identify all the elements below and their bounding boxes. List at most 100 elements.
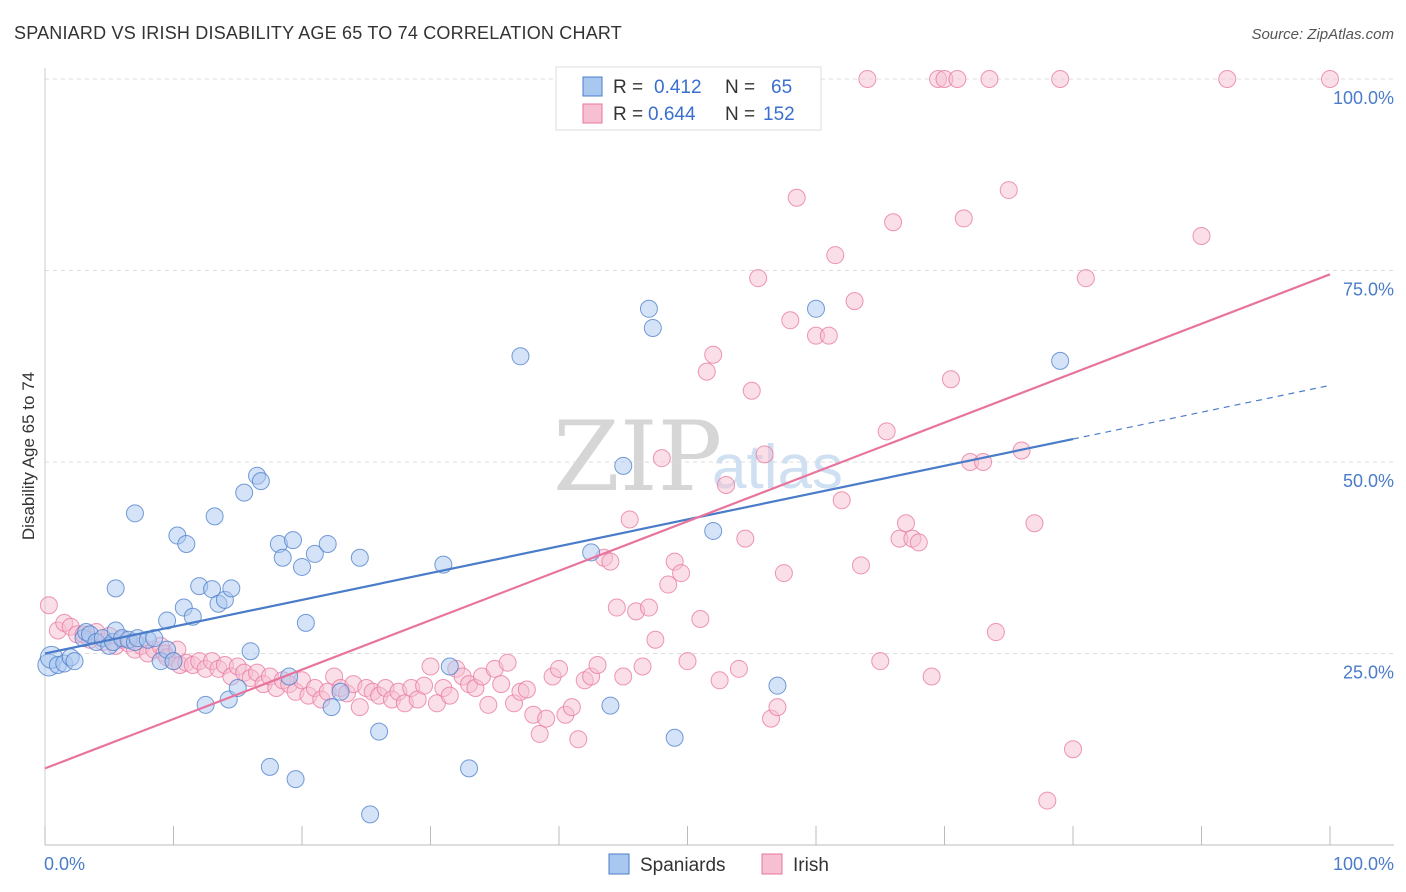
irish-point-122 xyxy=(845,292,864,311)
spaniards-point-57 xyxy=(370,722,389,741)
spaniards-trend-line xyxy=(44,437,1074,655)
spaniards-point-47 xyxy=(284,531,303,550)
irish-point-103 xyxy=(697,362,716,381)
irish-point-89 xyxy=(601,552,620,571)
irish-point-0 xyxy=(39,596,58,615)
irish-point-100 xyxy=(672,564,691,583)
series-irish-points xyxy=(39,70,1339,810)
irish-point-101 xyxy=(678,652,697,671)
x-tick-label-min: 0.0% xyxy=(44,854,85,874)
legend-n-value-2: 152 xyxy=(763,104,795,125)
legend-r-value-1: 0.412 xyxy=(654,77,702,98)
irish-point-147 xyxy=(1064,740,1082,759)
spaniards-point-42 xyxy=(251,472,270,491)
bottom-legend-spaniards: Spaniards xyxy=(640,855,726,876)
top-legend: R = 0.412 N = 65 R = 0.644 N = 152 xyxy=(555,66,822,131)
irish-point-94 xyxy=(633,657,652,676)
irish-point-123 xyxy=(851,556,870,575)
spaniards-point-59 xyxy=(440,657,459,676)
irish-point-79 xyxy=(537,709,556,728)
spaniards-point-50 xyxy=(296,613,315,632)
spaniards-point-54 xyxy=(331,682,350,701)
irish-point-149 xyxy=(1192,227,1211,246)
legend-swatch-irish xyxy=(582,103,603,124)
irish-point-110 xyxy=(749,269,768,288)
irish-point-70 xyxy=(479,695,498,714)
spaniards-point-52 xyxy=(318,534,337,553)
spaniards-point-66 xyxy=(643,318,662,337)
axes xyxy=(44,68,1394,846)
irish-point-109 xyxy=(742,381,761,400)
irish-point-108 xyxy=(736,529,755,548)
spaniards-point-49 xyxy=(293,557,311,576)
y-tick-label-75: 75.0% xyxy=(1343,280,1394,300)
irish-point-151 xyxy=(1321,70,1339,88)
irish-point-78 xyxy=(530,724,549,743)
spaniards-point-53 xyxy=(322,698,341,717)
chart-source: Source: ZipAtlas.com xyxy=(1251,26,1394,43)
irish-point-107 xyxy=(729,659,748,678)
spaniards-point-28 xyxy=(177,534,196,553)
spaniards-point-56 xyxy=(361,805,380,824)
irish-point-140 xyxy=(980,70,999,88)
irish-point-87 xyxy=(588,655,607,674)
y-axis-label: Disability Age 65 to 74 xyxy=(19,372,38,540)
bottom-legend-swatch-irish xyxy=(761,853,783,875)
spaniards-point-55 xyxy=(350,548,369,567)
irish-point-115 xyxy=(781,311,800,330)
y-tick-label-50: 50.0% xyxy=(1343,471,1394,491)
irish-point-50 xyxy=(350,698,369,717)
irish-point-97 xyxy=(652,449,671,468)
irish-point-137 xyxy=(954,209,973,228)
spaniards-point-5 xyxy=(65,652,84,671)
irish-point-81 xyxy=(550,659,568,678)
legend-r-value-2: 0.644 xyxy=(648,104,696,125)
series-spaniards-points xyxy=(37,299,1070,824)
spaniards-point-18 xyxy=(106,579,125,598)
irish-point-131 xyxy=(909,533,928,552)
spaniards-point-48 xyxy=(286,770,305,789)
spaniards-point-43 xyxy=(260,757,279,776)
irish-point-150 xyxy=(1218,70,1237,88)
legend-swatch-spaniards xyxy=(582,76,603,97)
x-tick-label-max: 100.0% xyxy=(1333,854,1394,874)
irish-point-127 xyxy=(884,213,903,232)
spaniards-trend-extension xyxy=(1072,384,1331,440)
irish-point-125 xyxy=(871,652,890,671)
irish-point-119 xyxy=(819,326,838,345)
irish-point-102 xyxy=(691,610,710,629)
spaniards-point-39 xyxy=(235,483,254,502)
spaniards-point-19 xyxy=(125,504,144,523)
legend-n-value-1: 65 xyxy=(771,77,792,98)
irish-point-96 xyxy=(646,630,665,649)
spaniards-point-69 xyxy=(768,676,787,695)
spaniards-point-37 xyxy=(222,579,241,598)
y-tick-labels: 25.0% 50.0% 75.0% 100.0% xyxy=(1333,88,1394,683)
irish-point-136 xyxy=(948,70,967,88)
irish-point-95 xyxy=(639,598,658,617)
legend-n-label-1: N = xyxy=(725,77,755,98)
spaniards-point-40 xyxy=(241,642,260,661)
irish-point-120 xyxy=(826,246,845,265)
legend-r-label-1: R = xyxy=(613,77,643,98)
irish-point-72 xyxy=(492,675,511,694)
irish-point-92 xyxy=(620,510,639,529)
spaniards-point-70 xyxy=(807,299,825,318)
spaniards-point-65 xyxy=(639,299,658,318)
spaniards-point-61 xyxy=(511,347,530,366)
irish-point-142 xyxy=(999,181,1018,200)
irish-point-141 xyxy=(986,623,1005,642)
irish-trend-line xyxy=(44,273,1331,770)
irish-point-111 xyxy=(755,445,774,464)
irish-point-146 xyxy=(1051,70,1070,88)
irish-point-144 xyxy=(1025,514,1044,533)
y-tick-label-100: 100.0% xyxy=(1333,88,1394,108)
grid-lines xyxy=(45,78,1394,654)
watermark-zip: ZIP xyxy=(553,401,722,513)
irish-point-60 xyxy=(415,676,434,695)
irish-point-126 xyxy=(877,422,896,441)
irish-point-129 xyxy=(896,514,915,533)
spaniards-point-68 xyxy=(704,521,723,540)
spaniards-point-64 xyxy=(614,456,633,475)
